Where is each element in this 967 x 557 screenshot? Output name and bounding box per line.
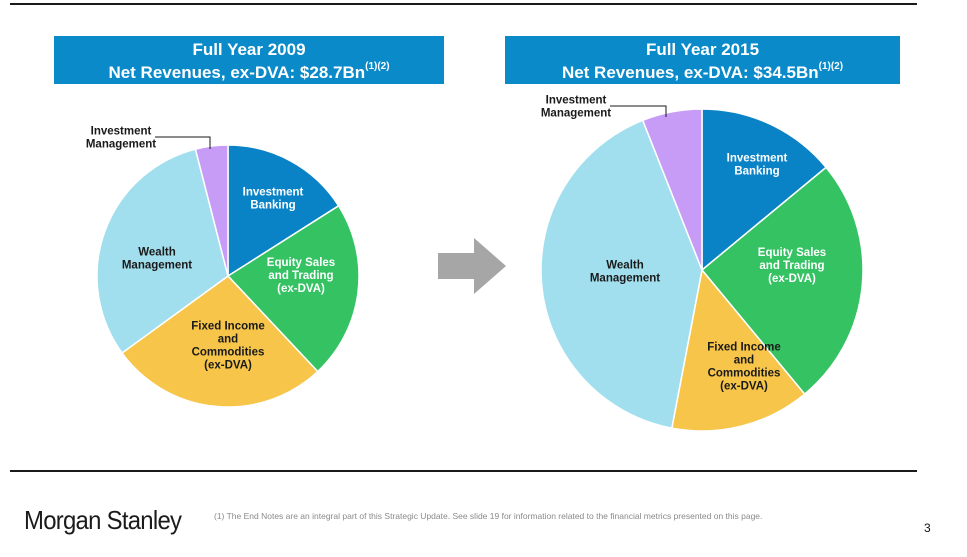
bottom-rule xyxy=(10,470,917,472)
pie-slice-fixed-income xyxy=(120,275,319,408)
header-2015: Full Year 2015 Net Revenues, ex-DVA: $34… xyxy=(505,36,900,84)
slice-label-line: Commodities xyxy=(192,347,265,359)
slice-label-line: Investment xyxy=(546,95,607,107)
slice-label-line: Commodities xyxy=(708,368,781,380)
slice-label-line: (ex-DVA) xyxy=(204,360,252,372)
pie-slice-investment-banking xyxy=(701,108,828,272)
slice-label-investment-banking: Investment Banking xyxy=(727,153,788,178)
slice-label-investment-banking: Investment Banking xyxy=(243,187,304,212)
pie-slice-equity-sales xyxy=(700,166,864,396)
header-2015-line1: Full Year 2015 xyxy=(645,40,760,59)
slice-label-line: Investment xyxy=(243,187,304,199)
slice-label-line: Investment xyxy=(727,153,788,165)
slice-label-line: Fixed Income xyxy=(191,321,265,333)
pie-slice-equity-sales xyxy=(226,204,360,373)
header-2009-sup: (1)(2) xyxy=(365,61,390,73)
slice-label-line: and xyxy=(734,355,754,367)
right-arrow-icon xyxy=(438,238,506,294)
leader-line xyxy=(610,105,667,117)
pie-slice-wealth-management xyxy=(96,148,229,355)
slice-label-line: (ex-DVA) xyxy=(768,273,816,285)
slice-label-line: Management xyxy=(86,139,156,151)
slice-label-investment-management: Investment Management xyxy=(86,126,156,151)
slice-label-line: and Trading xyxy=(268,270,333,282)
header-2009-revenue: Net Revenues, ex-DVA: $28.7Bn xyxy=(108,63,366,82)
morgan-stanley-logo: Morgan Stanley xyxy=(24,505,182,535)
page-number: 3 xyxy=(924,521,931,535)
header-2015-line2: Net Revenues, ex-DVA: $34.5Bn(1)(2) xyxy=(561,61,844,82)
slice-label-investment-management: Investment Management xyxy=(541,95,611,120)
slice-label-line: (ex-DVA) xyxy=(720,381,768,393)
slice-label-line: Management xyxy=(590,273,660,285)
leader-line xyxy=(155,136,211,149)
slice-label-line: Wealth xyxy=(606,260,644,272)
pie-slice-wealth-management xyxy=(540,119,703,430)
slice-label-line: and Trading xyxy=(759,260,824,272)
header-2009-line2: Net Revenues, ex-DVA: $28.7Bn(1)(2) xyxy=(108,61,390,82)
slice-label-line: Investment xyxy=(91,126,152,138)
pie-slice-investment-banking xyxy=(227,144,340,278)
pie-slice-investment-management xyxy=(194,144,229,277)
slice-label-line: Banking xyxy=(734,166,779,178)
slice-label-equity-sales: Equity Sales and Trading (ex-DVA) xyxy=(267,257,335,295)
slice-label-fixed-income: Fixed Income and Commodities (ex-DVA) xyxy=(191,321,265,372)
slice-label-line: Wealth xyxy=(138,247,176,259)
header-2015-sup: (1)(2) xyxy=(818,61,844,73)
header-2015-revenue: Net Revenues, ex-DVA: $34.5Bn xyxy=(561,63,819,82)
slice-label-line: Equity Sales xyxy=(758,247,826,259)
pie-slice-investment-management xyxy=(641,108,703,271)
header-2009: Full Year 2009 Net Revenues, ex-DVA: $28… xyxy=(54,36,444,84)
header-2009-line1: Full Year 2009 xyxy=(192,40,306,59)
slice-label-line: Fixed Income xyxy=(707,342,781,354)
slice-label-line: and xyxy=(218,334,238,346)
slice-label-line: Equity Sales xyxy=(267,257,335,269)
slice-label-wealth-management: Wealth Management xyxy=(590,260,660,285)
pie-slice-fixed-income xyxy=(670,268,806,432)
top-rule xyxy=(10,3,917,5)
slice-label-equity-sales: Equity Sales and Trading (ex-DVA) xyxy=(758,247,826,285)
footnote: (1) The End Notes are an integral part o… xyxy=(214,511,763,521)
slice-label-line: Management xyxy=(122,260,192,272)
slice-label-line: Banking xyxy=(250,200,295,212)
slice-label-line: Management xyxy=(541,108,611,120)
slice-label-fixed-income: Fixed Income and Commodities (ex-DVA) xyxy=(707,342,781,393)
slice-label-wealth-management: Wealth Management xyxy=(122,247,192,272)
slice-label-line: (ex-DVA) xyxy=(277,283,325,295)
